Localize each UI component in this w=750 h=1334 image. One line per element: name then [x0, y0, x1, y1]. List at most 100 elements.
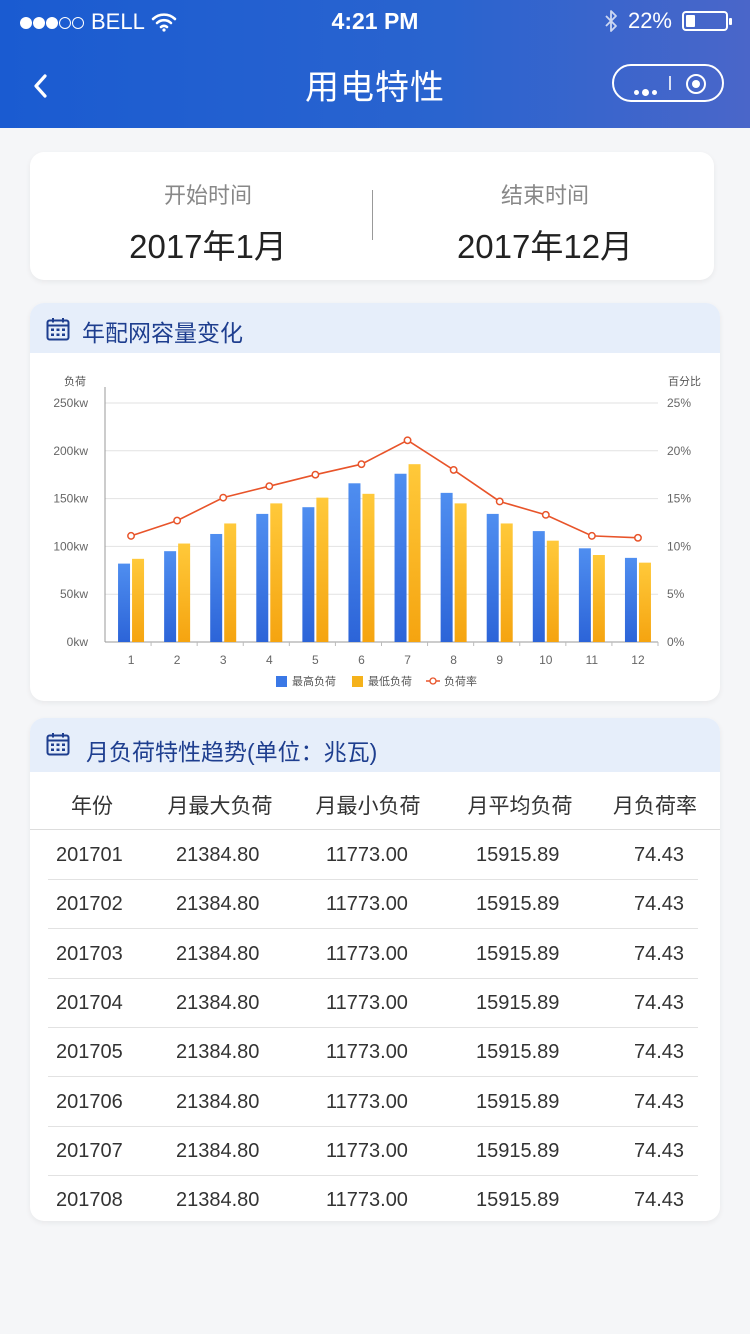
table-cell: 11773.00: [326, 991, 408, 1014]
app-header: BELL 4:21 PM 22% 用电特性: [0, 0, 750, 128]
y-axis-title: 负荷: [64, 374, 86, 388]
x-tick-label: 2: [174, 653, 181, 667]
table-cell: 15915.89: [476, 991, 560, 1014]
table-section-title: 月负荷特性趋势(单位：兆瓦): [86, 739, 378, 765]
end-time[interactable]: 结束时间 2017年12月: [375, 152, 714, 268]
x-tick-label: 10: [539, 653, 553, 667]
bar-max-load: [256, 513, 269, 642]
table-cell: 201704: [56, 991, 123, 1014]
status-right: 22%: [604, 8, 732, 34]
bar-min-load: [270, 503, 283, 642]
target-icon[interactable]: [686, 74, 706, 94]
load-rate-point: [357, 460, 366, 469]
capacity-chart-card: 年配网容量变化 负荷 百分比 0kw 50kw 100kw 150kw 200kw 250kw…: [30, 303, 720, 701]
battery-icon: [682, 11, 732, 31]
x-tick-label: 4: [266, 653, 273, 667]
carrier: BELL: [20, 9, 177, 35]
table-cell: 201708: [56, 1189, 123, 1212]
table-cell: 201702: [56, 893, 123, 916]
bar-min-load: [224, 523, 237, 642]
column-header: 年份: [71, 795, 113, 818]
mini-program-capsule: [612, 64, 724, 102]
start-time-value: 2017年1月: [129, 228, 287, 265]
load-rate-point: [587, 531, 596, 540]
table-cell: 15915.89: [476, 1041, 560, 1064]
legend-swatch-min-load: [352, 676, 363, 687]
bar-max-load: [302, 507, 315, 642]
end-time-label: 结束时间: [500, 183, 589, 208]
back-icon[interactable]: [26, 66, 56, 106]
table-row[interactable]: 201708 21384.80 11773.00 15915.89 74.43: [48, 1176, 698, 1221]
load-rate-point: [265, 482, 274, 491]
y-tick-label: 50kw: [60, 587, 88, 601]
table-cell: 15915.89: [476, 1090, 560, 1113]
load-rate-point: [449, 465, 458, 474]
bar-max-load: [578, 548, 591, 642]
bar-max-load: [440, 492, 453, 642]
table-cell: 21384.80: [176, 893, 260, 916]
x-tick-label: 5: [312, 653, 319, 667]
table-cell: 11773.00: [326, 942, 408, 965]
load-rate-line: [130, 439, 638, 539]
table-cell: 21384.80: [176, 942, 260, 965]
table-row[interactable]: 201705 21384.80 11773.00 15915.89 74.43: [48, 1028, 698, 1078]
table-cell: 74.43: [634, 844, 685, 866]
load-rate-point: [311, 470, 320, 479]
x-tick-label: 8: [450, 653, 457, 667]
table-cell: 11773.00: [326, 1041, 408, 1064]
y-tick-label: 150kw: [53, 492, 88, 506]
x-tick-label: 11: [586, 653, 599, 667]
wifi-icon: [151, 13, 177, 32]
table-cell: 11773.00: [326, 1189, 408, 1212]
y2-tick-label: 20%: [667, 444, 691, 458]
table-row[interactable]: 201706 21384.80 11773.00 15915.89 74.43: [48, 1078, 698, 1127]
table-cell: 74.43: [634, 1090, 685, 1113]
table-row[interactable]: 201701 21384.80 11773.00 15915.89 74.43: [48, 831, 698, 880]
y2-axis-title: 百分比: [668, 375, 701, 388]
table-cell: 74.43: [634, 893, 685, 916]
table-cell: 15915.89: [476, 942, 560, 965]
bar-min-load: [408, 464, 421, 642]
table-section-header: 月负荷特性趋势(单位：兆瓦): [30, 718, 720, 772]
period-divider: [372, 190, 373, 240]
table-row[interactable]: 201702 21384.80 11773.00 15915.89 74.43: [48, 880, 698, 930]
y-tick-label: 100kw: [53, 539, 88, 553]
column-header: 月平均负荷: [467, 795, 573, 818]
y2-tick-label: 0%: [667, 635, 685, 649]
x-tick-label: 6: [358, 653, 365, 667]
table-cell: 21384.80: [176, 1189, 260, 1212]
bar-min-load: [132, 558, 145, 642]
bar-max-load: [348, 483, 361, 642]
chart-section-title: 年配网容量变化: [82, 320, 243, 346]
x-tick-label: 12: [631, 653, 645, 667]
table-row[interactable]: 201707 21384.80 11773.00 15915.89 74.43: [48, 1127, 698, 1176]
start-time[interactable]: 开始时间 2017年1月: [38, 152, 378, 268]
table-cell: 15915.89: [476, 893, 560, 916]
signal-icon: [20, 9, 85, 35]
table-cell: 21384.80: [176, 1041, 260, 1064]
bar-min-load: [362, 493, 375, 642]
bar-max-load: [210, 533, 223, 642]
table-cell: 11773.00: [326, 844, 408, 866]
table-cell: 201707: [56, 1139, 123, 1162]
table-cell: 15915.89: [476, 844, 560, 866]
table-cell: 201706: [56, 1090, 123, 1113]
bar-min-load: [178, 543, 191, 642]
column-header: 月最小负荷: [315, 795, 421, 818]
load-rate-point: [403, 436, 412, 445]
table-cell: 21384.80: [176, 991, 260, 1014]
bar-max-load: [624, 557, 637, 642]
table-cell: 11773.00: [326, 1090, 408, 1113]
end-time-value: 2017年12月: [456, 228, 634, 265]
table-cell: 201703: [56, 942, 123, 965]
x-tick-label: 9: [496, 653, 503, 667]
capsule-divider: [669, 76, 671, 90]
load-rate-point: [127, 531, 135, 540]
table-row[interactable]: 201704 21384.80 11773.00 15915.89 74.43: [48, 979, 698, 1028]
table-row[interactable]: 201703 21384.80 11773.00 15915.89 74.43: [48, 930, 698, 979]
legend-swatch-max-load: [276, 676, 287, 687]
start-time-label: 开始时间: [163, 183, 252, 208]
legend-marker-load-rate: [429, 677, 437, 685]
monthly-load-table-card: 月负荷特性趋势(单位：兆瓦) 年份 月最大负荷 月最小负荷 月平均负荷 月负荷率 201…: [30, 718, 720, 1221]
more-icon[interactable]: [634, 82, 660, 100]
